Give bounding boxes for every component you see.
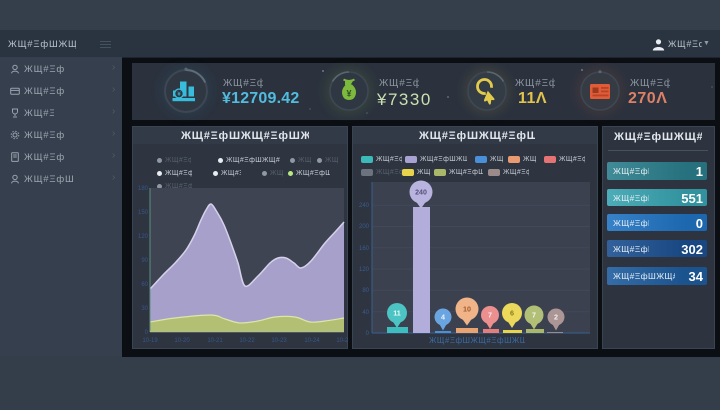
svg-text:7: 7 [488, 311, 492, 320]
svg-text:2: 2 [554, 313, 558, 322]
svg-text:0: 0 [145, 330, 149, 336]
svg-text:150: 150 [138, 210, 149, 216]
svg-text:90: 90 [141, 258, 148, 264]
svg-text:¥: ¥ [346, 89, 351, 99]
svg-text:120: 120 [359, 267, 370, 273]
svg-text:120: 120 [138, 234, 149, 240]
svg-text:30: 30 [141, 306, 148, 312]
svg-text:10-25: 10-25 [336, 338, 348, 344]
svg-text:240: 240 [359, 203, 370, 209]
svg-text:10-21: 10-21 [207, 338, 223, 344]
svg-text:240: 240 [415, 190, 427, 197]
svg-text:60: 60 [141, 282, 148, 288]
svg-text:160: 160 [359, 246, 370, 252]
svg-text:11: 11 [393, 309, 401, 318]
svg-text:10: 10 [463, 305, 471, 314]
svg-text:0: 0 [366, 331, 370, 337]
svg-text:10-22: 10-22 [239, 338, 255, 344]
svg-text:10-19: 10-19 [142, 338, 158, 344]
svg-text:6: 6 [510, 309, 514, 318]
svg-text:¥: ¥ [177, 92, 181, 98]
svg-text:200: 200 [359, 224, 370, 230]
svg-text:10-20: 10-20 [174, 338, 190, 344]
svg-text:80: 80 [362, 288, 369, 294]
svg-text:180: 180 [138, 186, 149, 192]
svg-text:10-23: 10-23 [271, 338, 287, 344]
svg-text:10-24: 10-24 [304, 338, 320, 344]
svg-text:7: 7 [532, 311, 536, 320]
svg-text:4: 4 [441, 313, 445, 322]
svg-text:40: 40 [362, 310, 369, 316]
